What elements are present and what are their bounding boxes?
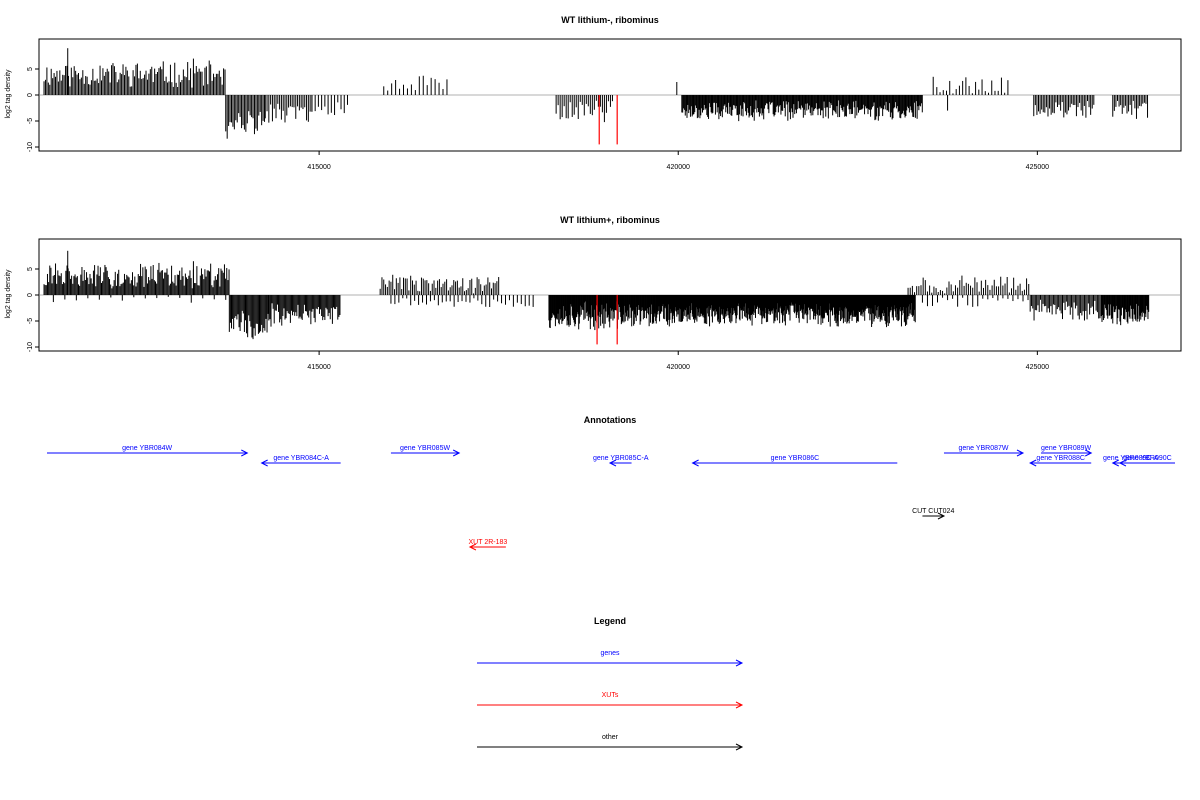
- legend-arrow-head: [735, 743, 744, 751]
- panel-wt-lithium-plus: WT lithium+, ribominus log2 tag density …: [5, 215, 1182, 371]
- x-tick-label: 420000: [667, 364, 690, 371]
- annotation-feature: gene YBR086C: [691, 455, 898, 467]
- annotation-feature: gene YBR085C-A: [593, 455, 649, 467]
- legend-item: other: [477, 734, 744, 751]
- feature-arrow-head: [1084, 449, 1093, 457]
- x-tick-label: 425000: [1026, 164, 1049, 171]
- feature-label: gene YBR084W: [122, 445, 172, 452]
- legend-arrow-head: [735, 701, 744, 709]
- y-axis-label: log2 tag density: [5, 269, 12, 319]
- feature-arrow-head: [1111, 459, 1119, 467]
- feature-label: gene YBR089C-A: [1103, 455, 1159, 462]
- feature-arrow-head: [937, 512, 946, 520]
- feature-label: gene YBR087W: [958, 445, 1008, 452]
- feature-label: gene YBR085C-A: [593, 455, 649, 462]
- y-tick-label: 0: [27, 293, 34, 297]
- panel-title: WT lithium-, ribominus: [561, 15, 659, 25]
- legend-arrow-head: [735, 659, 744, 667]
- annotation-feature: gene YBR090C: [1118, 455, 1175, 467]
- feature-label: gene YBR089W: [1041, 445, 1091, 452]
- feature-arrow-head: [260, 459, 268, 467]
- x-tick-label: 425000: [1026, 364, 1049, 371]
- feature-arrow-head: [608, 459, 617, 467]
- legend-item: XUTs: [477, 692, 744, 709]
- feature-label: CUT CUT024: [912, 508, 954, 515]
- y-tick-label: -10: [27, 342, 34, 352]
- legend: Legend genes XUTs other: [477, 616, 744, 751]
- legend-title: Legend: [594, 616, 626, 626]
- annotation-feature: XUT 2R-183: [468, 539, 508, 551]
- legend-label: other: [602, 734, 619, 741]
- feature-label: gene YBR086C: [771, 455, 820, 462]
- annotation-feature: gene YBR085W: [390, 445, 461, 457]
- feature-label: XUT 2R-183: [469, 539, 508, 546]
- legend-label: XUTs: [602, 692, 619, 699]
- feature-arrow-head: [1118, 459, 1127, 467]
- legend-item: genes: [477, 650, 744, 667]
- annotation-feature: gene YBR087W: [943, 445, 1025, 457]
- feature-label: gene YBR090C: [1123, 455, 1172, 462]
- feature-arrow-head: [241, 449, 249, 457]
- panel-title: WT lithium+, ribominus: [560, 215, 660, 225]
- feature-arrow-head: [1029, 459, 1037, 467]
- annotation-feature: gene YBR084W: [47, 445, 249, 457]
- annotation-feature: gene YBR089W: [1040, 445, 1093, 457]
- feature-label: gene YBR085W: [400, 445, 450, 452]
- y-tick-label: 5: [27, 67, 34, 71]
- y-tick-label: 5: [27, 267, 34, 271]
- annotation-feature: gene YBR084C-A: [260, 455, 341, 467]
- x-tick-label: 420000: [667, 164, 690, 171]
- plot-area: -10 -5 0 5 415000 420000 425000: [27, 250, 1180, 371]
- feature-label: gene YBR088C: [1036, 455, 1085, 462]
- annotations-track: Annotations gene YBR084W gene YBR084C-A ge…: [47, 415, 1175, 551]
- feature-arrow-head: [468, 543, 477, 551]
- y-tick-label: -5: [27, 118, 34, 124]
- feature-arrow-head: [452, 449, 461, 457]
- feature-label: gene YBR084C-A: [273, 455, 329, 462]
- x-tick-label: 415000: [307, 164, 330, 171]
- y-tick-label: -10: [27, 142, 34, 152]
- annotation-feature: CUT CUT024: [912, 508, 954, 520]
- plot-area: -10 -5 0 5 415000 420000 425000: [27, 48, 1180, 171]
- annotations-title: Annotations: [584, 415, 637, 425]
- y-axis-label: log2 tag density: [5, 69, 12, 119]
- panel-wt-lithium-minus: WT lithium-, ribominus log2 tag density …: [5, 15, 1182, 171]
- annotation-feature: gene YBR088C: [1029, 455, 1092, 467]
- legend-label: genes: [600, 650, 620, 657]
- y-tick-label: -5: [27, 318, 34, 324]
- x-tick-label: 415000: [307, 364, 330, 371]
- feature-arrow-head: [691, 459, 699, 467]
- feature-arrow-head: [1016, 449, 1025, 457]
- y-tick-label: 0: [27, 93, 34, 97]
